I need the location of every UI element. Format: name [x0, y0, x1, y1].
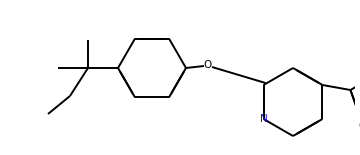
- Text: O: O: [358, 121, 360, 131]
- Text: O: O: [204, 60, 212, 70]
- Text: N: N: [260, 114, 267, 124]
